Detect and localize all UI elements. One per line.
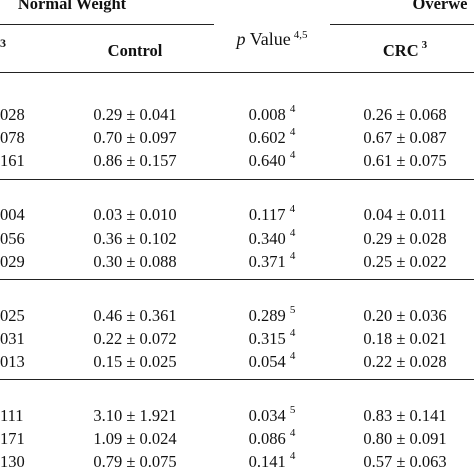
pvalue-number: 0.340 (248, 229, 286, 248)
col-header-crc-label: CRC (382, 41, 419, 60)
pvalue-number: 0.086 (248, 429, 286, 448)
control-cell: 0.46 ± 0.361 (93, 306, 177, 325)
pvalue-super: 4 (289, 349, 296, 362)
section-divider (0, 379, 474, 380)
col-header-crc: CRC 3 (382, 38, 428, 61)
control-cell: 0.79 ± 0.075 (93, 452, 177, 471)
control-cell: 0.30 ± 0.088 (93, 252, 177, 271)
cut-cell: 029 (0, 252, 25, 271)
header-rule-overweight (330, 24, 474, 25)
control-cell: 0.15 ± 0.025 (93, 352, 177, 371)
pvalue-super: 5 (289, 303, 296, 316)
pvalue-cell: 0.340 4 (248, 226, 296, 249)
pvalue-super: 4 (289, 102, 296, 115)
cut-cell: 004 (0, 205, 25, 224)
crc-cell: 0.29 ± 0.028 (363, 229, 447, 248)
col-header-control: Control (107, 41, 163, 60)
pvalue-super: 4 (289, 249, 296, 262)
crc-cell: 0.61 ± 0.075 (363, 151, 447, 170)
pvalue-number: 0.315 (248, 329, 286, 348)
pvalue-super: 4 (289, 202, 296, 215)
control-cell: 0.22 ± 0.072 (93, 329, 177, 348)
pvalue-cell: 0.371 4 (248, 249, 296, 272)
crc-cell: 0.67 ± 0.087 (363, 128, 447, 147)
crc-cell: 0.80 ± 0.091 (363, 429, 447, 448)
pvalue-number: 0.602 (248, 128, 286, 147)
cut-cell: 025 (0, 306, 25, 325)
control-cell: 3.10 ± 1.921 (93, 406, 177, 425)
pvalue-number: 0.289 (248, 306, 286, 325)
col-header-crc-super: 3 (421, 38, 428, 51)
cut-cell: 056 (0, 229, 25, 248)
pvalue-super: 4 (289, 326, 296, 339)
pvalue-cell: 0.086 4 (248, 426, 296, 449)
pvalue-number: 0.117 (248, 205, 286, 224)
pvalue-number: 0.371 (248, 252, 286, 271)
pvalue-cell: 0.141 4 (248, 449, 296, 472)
crc-cell: 0.20 ± 0.036 (363, 306, 447, 325)
pvalue-super: 4 (289, 426, 296, 439)
pvalue-number: 0.034 (248, 406, 286, 425)
crc-cell: 0.57 ± 0.063 (363, 452, 447, 471)
pvalue-header: p Value 4,5 (237, 29, 308, 52)
pvalue-cell: 0.640 4 (248, 148, 296, 171)
pvalue-super: 4 (289, 148, 296, 161)
control-cell: 0.03 ± 0.010 (93, 205, 177, 224)
cut-col-header-super: 3 (0, 36, 6, 50)
cut-cell: 078 (0, 128, 25, 147)
section-divider (0, 279, 474, 280)
cut-cell: 130 (0, 452, 25, 471)
cut-cell: 171 (0, 429, 25, 448)
cut-cell: 161 (0, 151, 25, 170)
crc-cell: 0.18 ± 0.021 (363, 329, 447, 348)
crc-cell: 0.22 ± 0.028 (363, 352, 447, 371)
pvalue-number: 0.008 (248, 105, 286, 124)
pvalue-super: 4 (289, 226, 296, 239)
pvalue-cell: 0.034 5 (248, 403, 296, 426)
crc-cell: 0.04 ± 0.011 (363, 205, 447, 224)
pvalue-cell: 0.602 4 (248, 125, 296, 148)
header-bottom-rule (0, 72, 474, 73)
cut-cell: 031 (0, 329, 25, 348)
cut-cell: 028 (0, 105, 25, 124)
pvalue-cell: 0.054 4 (248, 349, 296, 372)
pvalue-header-super: 4,5 (293, 29, 308, 41)
crc-cell: 0.83 ± 0.141 (363, 406, 447, 425)
crc-cell: 0.26 ± 0.068 (363, 105, 447, 124)
control-cell: 0.36 ± 0.102 (93, 229, 177, 248)
pvalue-cell: 0.315 4 (248, 326, 296, 349)
crc-cell: 0.25 ± 0.022 (363, 252, 447, 271)
cut-cell: 111 (0, 406, 24, 425)
pvalue-super: 5 (289, 403, 296, 416)
pvalue-number: 0.141 (248, 452, 286, 471)
pvalue-super: 4 (289, 125, 296, 138)
header-rule-normal-weight (0, 24, 214, 25)
pvalue-cell: 0.289 5 (248, 303, 296, 326)
control-cell: 0.29 ± 0.041 (93, 105, 177, 124)
section-divider (0, 179, 474, 180)
group-header-normal-weight: Normal Weight (17, 0, 127, 13)
control-cell: 0.70 ± 0.097 (93, 128, 177, 147)
cut-cell: 013 (0, 352, 25, 371)
pvalue-header-p: p (236, 29, 246, 49)
pvalue-super: 4 (289, 449, 296, 462)
group-header-overweight: Overwe (412, 0, 468, 13)
pvalue-cell: 0.117 4 (248, 202, 296, 225)
pvalue-header-word: Value (249, 29, 291, 49)
pvalue-number: 0.054 (248, 352, 286, 371)
pvalue-number: 0.640 (248, 151, 286, 170)
pvalue-cell: 0.008 4 (248, 102, 296, 125)
control-cell: 1.09 ± 0.024 (93, 429, 177, 448)
control-cell: 0.86 ± 0.157 (93, 151, 177, 170)
